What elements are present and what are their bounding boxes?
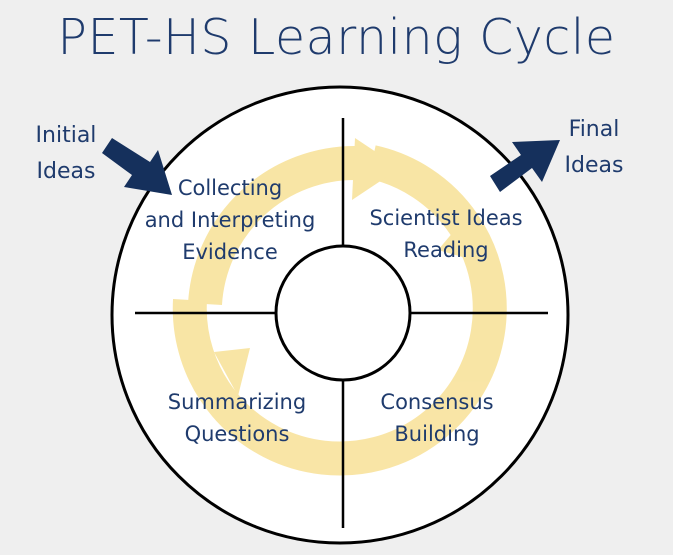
quadrant-scientist-ideas-reading: Scientist Ideas Reading [369,206,523,262]
page-title: PET-HS Learning Cycle [57,9,616,66]
final-ideas-label: Final Ideas [564,117,624,178]
quadrant-consensus-building: Consensus Building [380,390,494,446]
arrow-in-icon [102,138,172,195]
arrow-out-icon [490,140,560,192]
initial-ideas-label: Initial Ideas [35,123,97,184]
cycle-arrows-icon [172,138,507,476]
quadrant-summarizing-questions: Summarizing Questions [167,390,307,446]
quadrant-collecting-evidence: Collecting and Interpreting Evidence [144,176,316,264]
inner-circle [274,244,412,382]
